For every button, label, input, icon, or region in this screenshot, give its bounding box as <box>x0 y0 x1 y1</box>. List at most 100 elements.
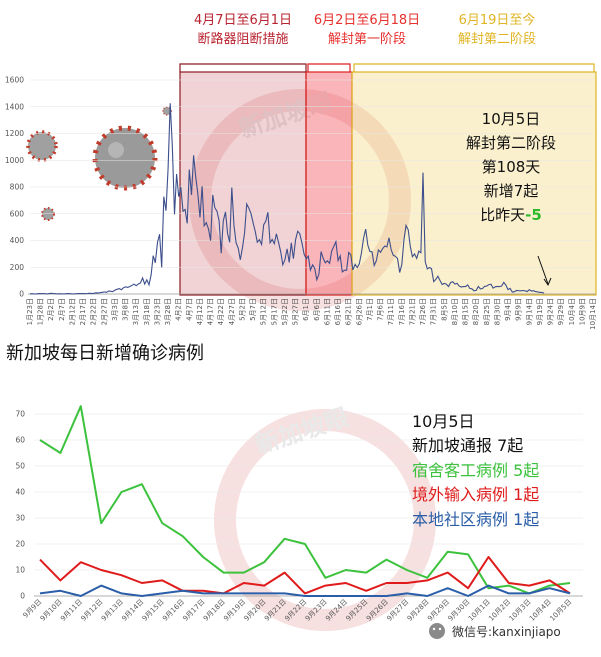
top-y-tick-label: 400 <box>10 236 25 245</box>
phase1-title-line1: 4月7日至6月1日 <box>194 13 292 28</box>
top-y-tick-label: 1600 <box>5 76 24 85</box>
top-y-tick-label: 800 <box>10 183 25 192</box>
top-x-tick-label: 9月4日 <box>504 298 512 321</box>
bottom-chart-gridlines <box>34 413 583 571</box>
top-x-tick-label: 5月22日 <box>281 298 289 325</box>
top-x-tick-label: 4月7日 <box>185 298 193 321</box>
top-x-tick-label: 2月17日 <box>79 298 87 325</box>
top-x-tick-label: 3月28日 <box>164 298 172 325</box>
top-x-tick-label: 7月6日 <box>377 298 385 321</box>
bottom-chart-y-axis: 0 10 20 30 40 50 60 70 <box>15 410 25 601</box>
top-x-tick-label: 9月19日 <box>536 298 544 325</box>
bottom-y-tick-label: 40 <box>15 488 25 497</box>
top-chart-series <box>29 103 545 295</box>
top-x-tick-label: 5月7日 <box>249 298 257 321</box>
top-x-tick-label: 6月11日 <box>323 298 331 325</box>
top-chart-x-axis: 1月23日 1月28日 2月2日 2月7日 2月12日 2月17日 2月22日 2月27日 3月… <box>26 298 597 330</box>
top-x-tick-label: 6月16日 <box>334 298 342 325</box>
bottom-y-tick-label: 30 <box>15 514 25 523</box>
top-x-tick-label: 9月29日 <box>557 298 565 325</box>
top-x-tick-label: 1月23日 <box>26 298 34 325</box>
top-x-tick-label: 3月18日 <box>143 298 151 325</box>
phase2-title-line2: 解封第一阶段 <box>328 32 406 47</box>
top-x-tick-label: 4月2日 <box>175 298 183 321</box>
top-x-tick-label: 4月22日 <box>217 298 225 325</box>
top-x-tick-label: 5月17日 <box>270 298 278 325</box>
top-x-tick-label: 7月26日 <box>419 298 427 325</box>
top-y-tick-label: 0 <box>19 290 24 299</box>
top-x-tick-label: 5月27日 <box>292 298 300 325</box>
top-x-tick-label: 7月16日 <box>398 298 406 325</box>
community-cases-line <box>39 584 571 597</box>
top-annotation-compare: 比昨天-5 <box>480 206 542 224</box>
top-y-tick-label: 1200 <box>5 129 24 138</box>
top-annotation-new-cases: 新增7起 <box>484 182 539 200</box>
top-chart-gridlines <box>30 79 593 268</box>
bottom-chart-series <box>39 405 571 597</box>
top-annotation-date: 10月5日 <box>482 110 541 128</box>
bottom-chart-title: 新加坡每日新增确诊病例 <box>6 343 204 364</box>
top-annotation-compare-prefix: 比昨天 <box>480 206 525 224</box>
top-x-tick-label: 10月4日 <box>568 298 576 325</box>
wechat-badge: 微信号:kanxinjiapo <box>429 623 561 639</box>
top-x-tick-label: 7月31日 <box>430 298 438 325</box>
bottom-y-tick-label: 20 <box>15 540 25 549</box>
top-annotation-arrow-line <box>537 255 549 285</box>
top-x-tick-label: 3月3日 <box>111 298 119 321</box>
top-chart-y-axis: 0 200 400 600 800 1000 1200 1400 1600 <box>5 76 24 299</box>
bottom-y-tick-label: 70 <box>15 410 25 419</box>
phase2-title-line1: 6月2日至6月18日 <box>314 13 420 28</box>
top-annotation-arrow-head <box>543 277 552 287</box>
top-x-tick-label: 4月12日 <box>196 298 204 325</box>
top-y-tick-label: 600 <box>10 209 25 218</box>
top-x-tick-label: 5月2日 <box>238 298 246 321</box>
phase3-title-line1: 6月19日至今 <box>459 12 536 28</box>
top-x-tick-label: 8月15日 <box>462 298 470 325</box>
top-x-tick-label: 4月27日 <box>228 298 236 325</box>
phase3-shade <box>351 71 597 296</box>
top-x-tick-label: 8月5日 <box>440 298 448 321</box>
top-x-tick-label: 8月30日 <box>493 298 501 325</box>
phase3-bracket <box>353 63 595 72</box>
bottom-annotation-dorm: 宿舍客工病例 5起 <box>412 461 539 480</box>
bottom-y-tick-label: 0 <box>20 592 25 601</box>
phase1-title-line2: 断路器阻断措施 <box>197 31 288 47</box>
top-x-tick-label: 8月20日 <box>472 298 480 325</box>
phase1-shade <box>179 71 307 296</box>
top-x-tick-label: 2月22日 <box>90 298 98 325</box>
phase2-bracket <box>307 63 351 72</box>
watermark-bottom: 新加坡眼 <box>214 403 436 631</box>
top-annotation-day: 第108天 <box>482 158 541 176</box>
imported-cases-line <box>39 556 571 595</box>
top-x-tick-label: 9月9日 <box>515 298 523 321</box>
top-y-tick-label: 1000 <box>5 156 24 165</box>
top-annotation-compare-value: -5 <box>525 206 542 224</box>
wechat-label-prefix: 微信号: <box>452 625 492 639</box>
top-x-tick-label: 3月23日 <box>153 298 161 325</box>
bottom-x-tick-label: 10月5日 <box>548 598 573 623</box>
top-x-tick-label: 7月1日 <box>366 298 374 321</box>
top-x-tick-label: 2月7日 <box>58 298 66 321</box>
wechat-icon <box>429 623 445 639</box>
top-annotation-phase: 解封第二阶段 <box>466 134 556 152</box>
phase2-shade <box>305 71 353 296</box>
top-y-tick-label: 200 <box>10 263 25 272</box>
top-x-tick-label: 10月14日 <box>589 298 597 330</box>
bottom-y-tick-label: 60 <box>15 436 25 445</box>
phase3-title-line2: 解封第二阶段 <box>458 32 536 47</box>
top-x-tick-label: 6月1日 <box>302 298 310 321</box>
top-x-tick-label: 9月24日 <box>547 298 555 325</box>
daily-cases-line <box>29 103 545 295</box>
dorm-cases-line <box>39 405 571 595</box>
bottom-annotation-total: 新加坡通报 7起 <box>412 436 523 455</box>
top-x-tick-label: 2月2日 <box>47 298 55 321</box>
top-x-tick-label: 3月13日 <box>132 298 140 325</box>
top-x-tick-label: 2月27日 <box>100 298 108 325</box>
bottom-y-tick-label: 10 <box>15 566 25 575</box>
bottom-y-tick-label: 50 <box>15 462 25 471</box>
top-x-tick-label: 8月25日 <box>483 298 491 325</box>
top-x-tick-label: 7月11日 <box>387 298 395 325</box>
bottom-annotation-date: 10月5日 <box>412 412 475 431</box>
wechat-label: 微信号:kanxinjiapo <box>452 625 561 639</box>
